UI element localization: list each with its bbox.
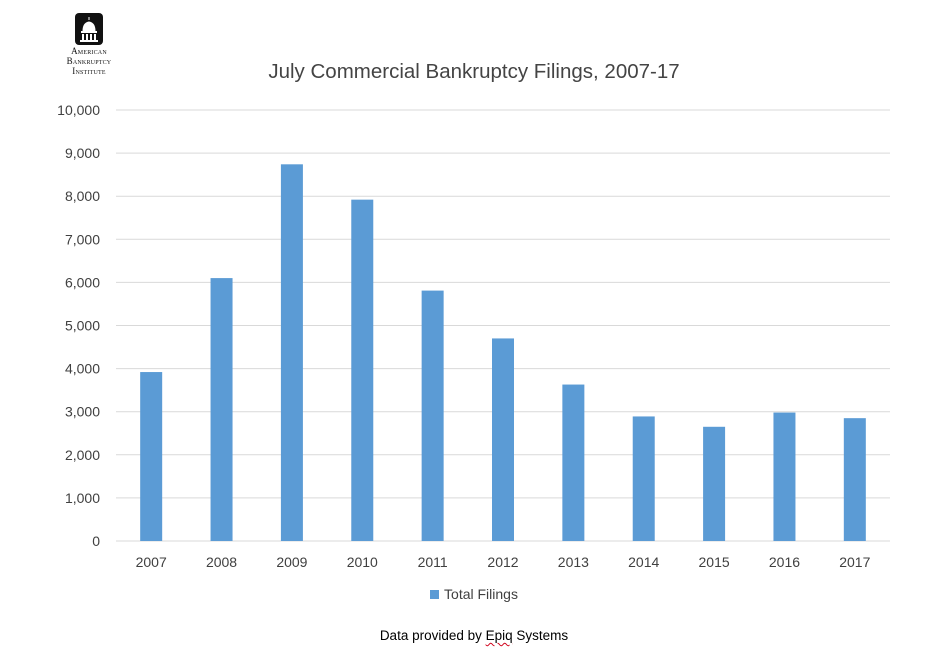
bar-2010 xyxy=(351,199,374,541)
source-suffix: Systems xyxy=(512,628,569,643)
source-company-underlined: Epiq xyxy=(485,628,513,643)
x-tick-label: 2012 xyxy=(487,554,518,570)
x-tick-label: 2014 xyxy=(628,554,659,570)
x-tick-label: 2010 xyxy=(347,554,378,570)
x-tick-label: 2011 xyxy=(418,554,448,570)
abi-logo: American Bankruptcy Institute xyxy=(40,12,138,76)
source-prefix: Data provided by xyxy=(379,628,486,643)
legend: Total Filings xyxy=(0,586,948,602)
x-tick-label: 2016 xyxy=(769,554,800,570)
source-note: Data provided by Epiq Systems xyxy=(0,628,948,643)
bar-2011 xyxy=(421,290,444,541)
legend-label: Total Filings xyxy=(444,586,518,602)
y-tick-label: 9,000 xyxy=(65,145,100,161)
y-tick-label: 1,000 xyxy=(65,490,100,506)
chart-title: July Commercial Bankruptcy Filings, 2007… xyxy=(268,60,680,83)
x-tick-label: 2007 xyxy=(136,554,167,570)
y-tick-label: 7,000 xyxy=(65,231,100,247)
logo-text-line: Institute xyxy=(72,66,106,76)
bar-2009 xyxy=(280,164,303,541)
bar-2007 xyxy=(140,372,163,541)
bar-2014 xyxy=(632,416,655,541)
y-axis-tick-labels: 0 1,000 2,000 3,000 4,000 5,000 6,000 7,000 8,00… xyxy=(57,102,100,549)
y-tick-label: 8,000 xyxy=(65,188,100,204)
y-tick-label: 10,000 xyxy=(57,102,100,118)
bar-2012 xyxy=(492,338,514,541)
x-axis-tick-labels: 2007 2008 2009 2010 2011 2012 2013 2014 2015 2016… xyxy=(136,554,871,570)
y-tick-label: 6,000 xyxy=(65,274,100,290)
legend-swatch xyxy=(430,590,440,599)
bar-2017 xyxy=(843,418,866,541)
x-tick-label: 2009 xyxy=(276,554,307,570)
bars xyxy=(140,164,866,541)
capitol-dome-icon xyxy=(75,13,103,45)
y-tick-label: 3,000 xyxy=(65,404,100,420)
x-tick-label: 2008 xyxy=(206,554,237,570)
logo-text-line: American xyxy=(71,46,107,56)
bar-2015 xyxy=(703,426,726,541)
logo-text-line: Bankruptcy xyxy=(66,56,112,66)
x-tick-label: 2017 xyxy=(839,554,870,570)
bar-2016 xyxy=(773,412,796,541)
bar-2013 xyxy=(562,384,585,541)
y-tick-label: 4,000 xyxy=(65,361,100,377)
bar-2008 xyxy=(210,278,233,541)
y-tick-label: 2,000 xyxy=(65,447,100,463)
y-tick-label: 0 xyxy=(92,533,100,549)
x-tick-label: 2015 xyxy=(699,554,730,570)
x-tick-label: 2013 xyxy=(558,554,589,570)
y-tick-label: 5,000 xyxy=(65,318,100,334)
